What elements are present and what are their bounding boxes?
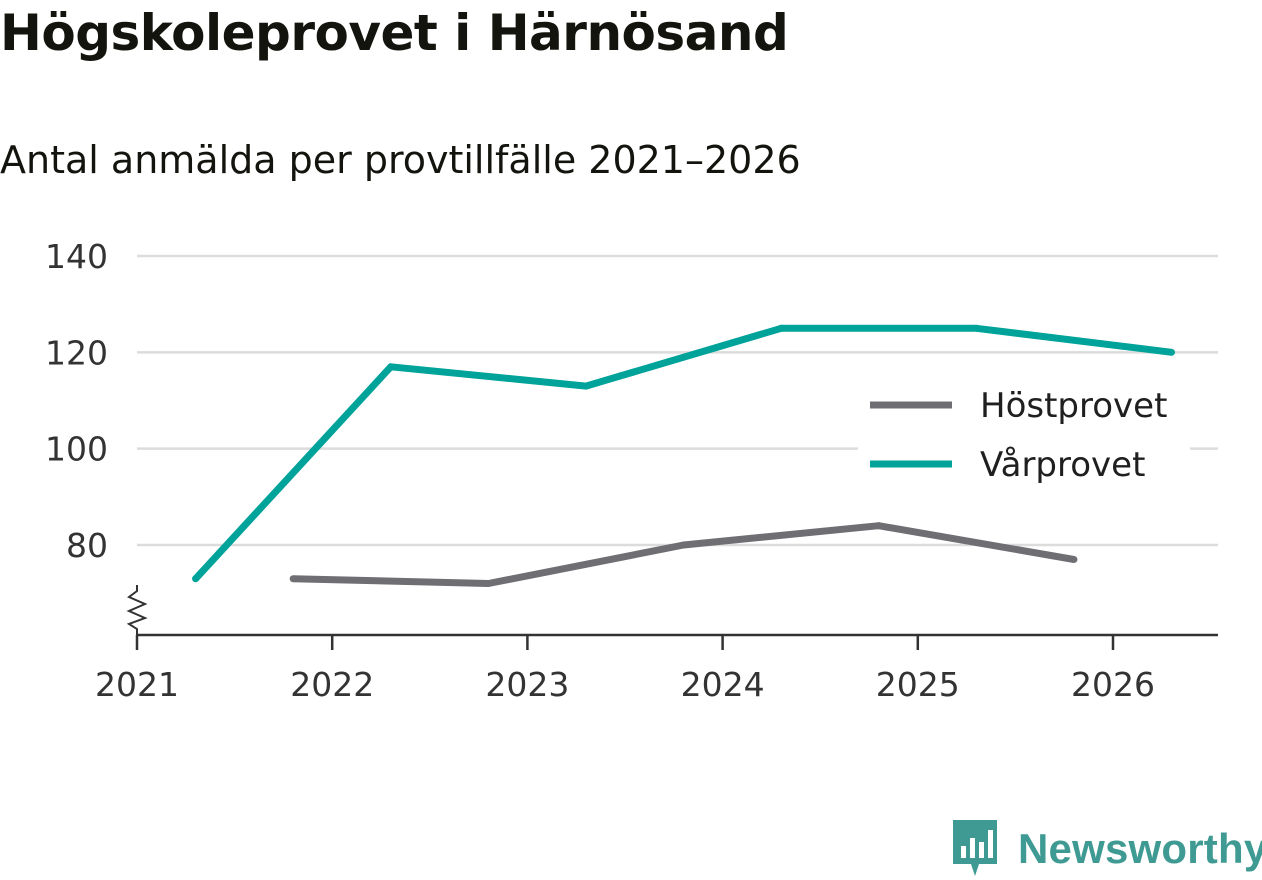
- data-point-varprovet: [387, 363, 395, 371]
- y-tick-label: 100: [45, 430, 108, 469]
- newsworthy-logo-icon: [953, 820, 997, 876]
- x-tick-label: 2021: [95, 665, 179, 704]
- legend-label: Höstprovet: [980, 386, 1167, 426]
- series-line-varprovet: [193, 324, 1173, 582]
- data-point-varprovet: [582, 382, 590, 390]
- legend: Höstprovet Vårprovet: [858, 378, 1190, 496]
- y-axis-tick-labels: 80 100 120 140: [45, 237, 108, 565]
- data-point-varprovet: [777, 324, 785, 332]
- legend-background: [858, 378, 1190, 496]
- chart-title: Högskoleprovet i Härnösand: [0, 4, 789, 62]
- chart-subtitle: Antal anmälda per provtillfälle 2021–202…: [0, 138, 801, 182]
- x-axis: [126, 585, 1218, 637]
- data-point-hostprovet: [289, 575, 297, 583]
- axis-break-icon: [126, 585, 148, 635]
- series-lines: [192, 324, 1176, 588]
- data-point-hostprovet: [1070, 555, 1078, 563]
- x-tick-label: 2022: [290, 665, 374, 704]
- data-point-varprovet: [972, 324, 980, 332]
- data-point-varprovet: [1168, 348, 1176, 356]
- y-tick-label: 120: [45, 333, 108, 372]
- x-tick-label: 2023: [485, 665, 569, 704]
- x-tick-label: 2025: [876, 665, 960, 704]
- series-line-hostprovet: [293, 522, 1075, 587]
- y-tick-label: 80: [66, 526, 108, 565]
- x-axis-ticks: 2021 2022 2023 2024 2025 2026: [95, 635, 1155, 704]
- data-point-hostprovet: [875, 522, 883, 530]
- data-point-varprovet: [192, 575, 200, 583]
- newsworthy-logo: Newsworthy: [950, 818, 1262, 880]
- newsworthy-logo-text: Newsworthy: [1018, 825, 1262, 872]
- data-point-hostprovet: [680, 541, 688, 549]
- x-tick-label: 2024: [681, 665, 765, 704]
- y-tick-label: 140: [45, 237, 108, 276]
- legend-label: Vårprovet: [980, 445, 1145, 485]
- data-point-hostprovet: [484, 580, 492, 588]
- x-tick-label: 2026: [1071, 665, 1155, 704]
